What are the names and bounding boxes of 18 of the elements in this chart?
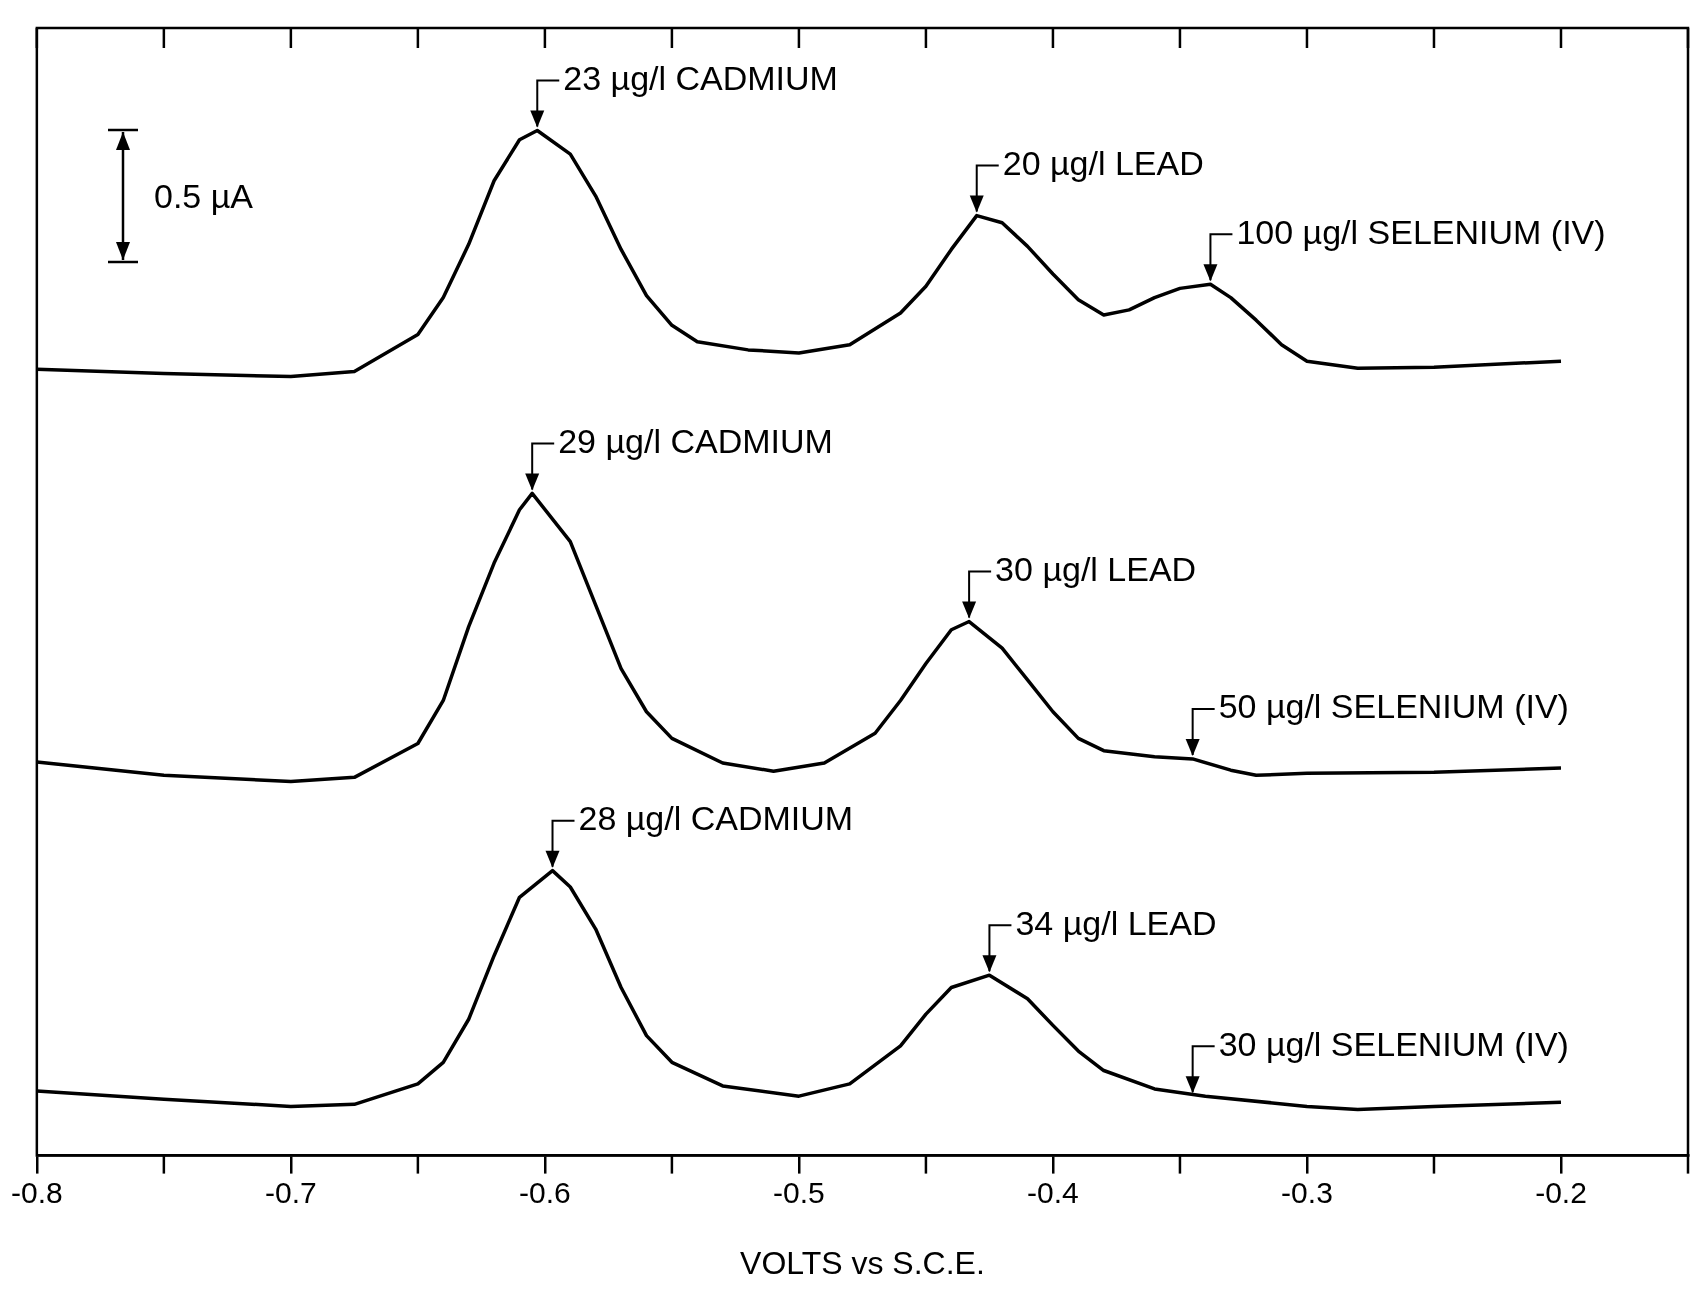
annotation: 29 µg/l CADMIUM <box>558 421 833 460</box>
annotation: 0.5 µA <box>154 176 253 216</box>
x-tick-label: -0.4 <box>1027 1175 1079 1209</box>
x-axis-title: VOLTS vs S.C.E. <box>740 1244 985 1281</box>
annotation: 28 µg/l CADMIUM <box>578 799 854 837</box>
annotation: 20 µg/l LEAD <box>1002 143 1204 182</box>
x-tick-label: -0.3 <box>1281 1175 1333 1209</box>
annotation: 23 µg/l CADMIUM <box>563 58 838 97</box>
annotation: 30 µg/l SELENIUM (IV) <box>1218 1024 1569 1063</box>
annotation: 30 µg/l LEAD <box>995 549 1197 588</box>
x-tick-label: -0.2 <box>1535 1175 1587 1209</box>
x-tick-label: -0.5 <box>773 1175 825 1209</box>
annotation: 50 µg/l SELENIUM (IV) <box>1218 687 1569 726</box>
x-tick-label: -0.7 <box>265 1175 317 1209</box>
annotation: 100 µg/l SELENIUM (IV) <box>1236 212 1606 251</box>
x-tick-label: -0.6 <box>519 1175 571 1209</box>
x-tick-label: -0.8 <box>11 1175 63 1209</box>
annotation: 34 µg/l LEAD <box>1015 903 1217 942</box>
